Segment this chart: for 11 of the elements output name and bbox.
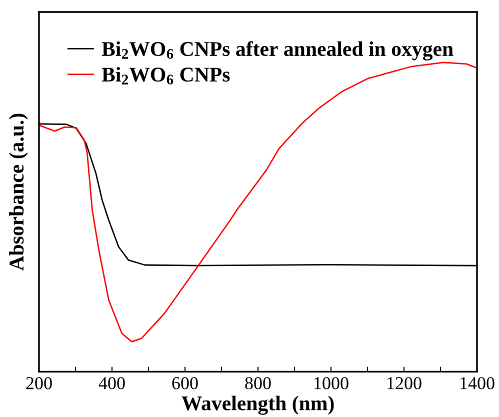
x-tick-label: 400 bbox=[98, 377, 125, 390]
x-tick-label: 800 bbox=[245, 377, 271, 390]
x-tick-label: 1200 bbox=[388, 377, 422, 390]
x-tick-label: 200 bbox=[26, 377, 52, 390]
x-axis-title: Wavelength (nm) bbox=[182, 396, 334, 415]
x-tick-label: 1400 bbox=[460, 377, 494, 390]
y-axis-title: Absorbance (a.u.) bbox=[8, 114, 28, 271]
legend-label: Bi$_{2}$WO$_{6}$ CNPs bbox=[102, 67, 230, 84]
x-tick-label: 600 bbox=[172, 377, 198, 390]
x-tick-label: 1000 bbox=[314, 377, 348, 390]
legend-label: Bi$_{2}$WO$_{6}$ CNPs after annealed in oxygen bbox=[102, 41, 454, 60]
